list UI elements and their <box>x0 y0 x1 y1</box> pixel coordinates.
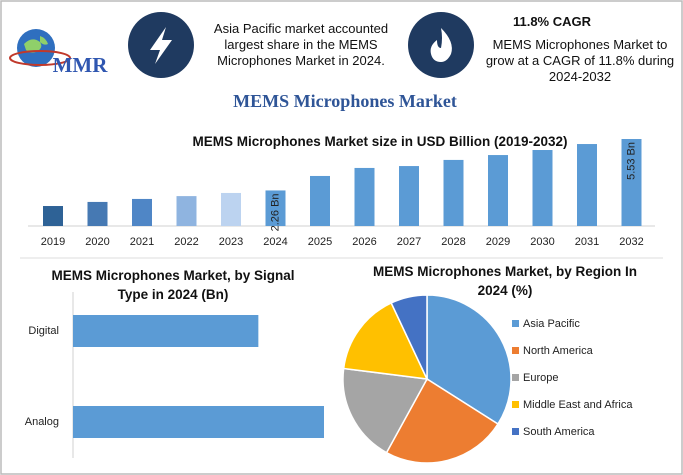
bar <box>310 175 330 226</box>
chart-title: MEMS Microphones Market, by Signal Type … <box>51 268 295 302</box>
x-tick-label: 2024 <box>263 236 287 248</box>
x-tick-label: 2030 <box>530 236 554 248</box>
bar <box>73 315 259 347</box>
legend-label: Europe <box>523 372 558 384</box>
header-cagr-note: MEMS Microphones Market to grow at a CAG… <box>485 37 675 84</box>
bar <box>73 406 324 438</box>
x-tick-label: 2019 <box>41 236 65 248</box>
x-tick-label: 2021 <box>130 236 154 248</box>
logo-text: MMR <box>53 53 109 77</box>
legend-swatch <box>512 401 519 408</box>
legend-label: North America <box>523 345 594 357</box>
x-tick-label: 2028 <box>441 236 465 248</box>
x-tick-label: 2026 <box>352 236 376 248</box>
bar <box>488 155 508 226</box>
flame <box>430 28 452 62</box>
x-tick-label: 2025 <box>308 236 332 248</box>
pie-slice <box>342 367 429 454</box>
legend-label: Middle East and Africa <box>523 399 633 411</box>
x-tick-label: 2032 <box>619 236 643 248</box>
bar <box>399 166 419 226</box>
chart-title: MEMS Microphones Market, by Region In 20… <box>372 264 638 298</box>
legend-swatch <box>512 428 519 435</box>
legend-label: South America <box>523 426 595 438</box>
orbit <box>9 50 71 66</box>
bolt <box>150 27 172 64</box>
icon-flame <box>408 12 474 78</box>
bar <box>132 198 152 226</box>
pie-slice <box>390 294 428 380</box>
x-tick-label: 2027 <box>397 236 421 248</box>
x-tick-label: 2031 <box>575 236 599 248</box>
bar <box>221 192 241 226</box>
icon-bolt <box>128 12 194 78</box>
bar <box>443 159 464 226</box>
x-tick-label: 2023 <box>219 236 243 248</box>
value-label: 5.53 Bn <box>625 142 637 180</box>
legend-swatch <box>512 374 519 381</box>
bar <box>577 144 597 226</box>
header-note: Asia Pacific market accounted largest sh… <box>213 21 389 68</box>
icon-circle <box>408 12 474 78</box>
x-tick-label: 2029 <box>486 236 510 248</box>
value-label: 2.26 Bn <box>269 193 281 231</box>
legend-swatch <box>512 347 519 354</box>
pie-slice <box>342 301 429 380</box>
y-tick-label: Analog <box>25 416 59 428</box>
main-title: MEMS Microphones Market <box>233 91 457 111</box>
bar <box>176 196 197 226</box>
logo: MMR <box>9 29 109 77</box>
legend-label: Asia Pacific <box>523 318 580 330</box>
bar <box>621 139 642 226</box>
bar <box>354 167 375 226</box>
pie-slice <box>385 377 499 464</box>
x-tick-label: 2020 <box>85 236 109 248</box>
header-cagr: 11.8% CAGR <box>512 14 592 29</box>
bar <box>532 150 553 226</box>
x-tick-label: 2022 <box>174 236 198 248</box>
bar <box>43 206 63 226</box>
legend-swatch <box>512 320 519 327</box>
bar <box>87 201 108 226</box>
chart-title: MEMS Microphones Market size in USD Bill… <box>192 134 568 149</box>
bar <box>265 190 286 226</box>
land <box>24 36 48 53</box>
y-tick-label: Digital <box>28 325 59 337</box>
